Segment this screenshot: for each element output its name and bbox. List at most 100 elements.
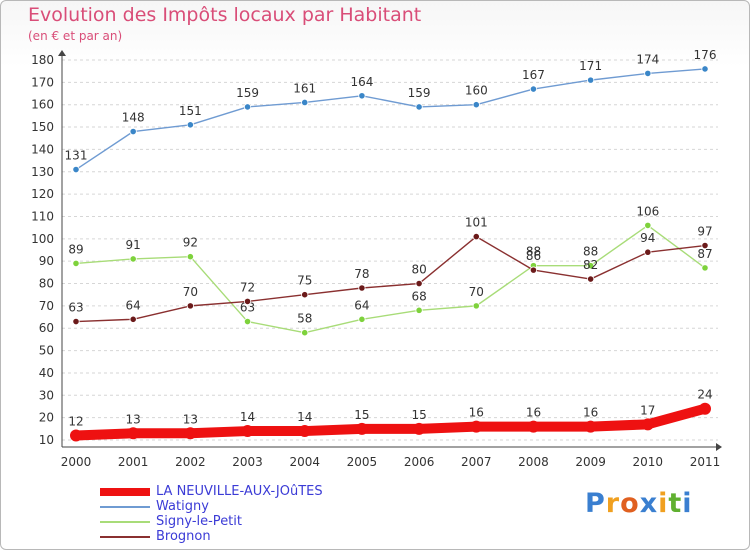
data-label: 16 [469,406,484,420]
data-label: 148 [122,111,145,125]
data-label: 64 [354,298,369,312]
data-label: 12 [68,415,83,429]
data-point [415,103,423,111]
data-label: 13 [183,412,198,426]
legend-item: Watigny [100,499,323,514]
logo-letter: i [682,488,693,519]
data-point [644,248,652,256]
data-label: 14 [240,410,255,424]
series-line [75,224,706,334]
data-point [129,127,137,136]
series-line [75,68,706,171]
legend-swatch [100,535,150,538]
data-point [529,266,538,274]
data-point [472,302,480,310]
y-tick-label: 50 [39,344,54,358]
logo-letter: i [658,488,669,519]
data-point [243,103,252,111]
legend-label: Brognon [156,529,211,544]
legend-swatch [100,487,150,496]
data-label: 80 [411,263,426,277]
y-tick-label: 140 [31,142,54,156]
data-label: 87 [697,247,712,261]
chart-title: Evolution des Impôts locaux par Habitant [28,4,422,26]
y-tick-label: 180 [31,53,54,67]
data-label: 86 [526,249,541,263]
data-label: 70 [469,285,484,299]
data-label: 97 [697,225,712,239]
data-point [72,317,80,326]
data-label: 75 [297,274,312,288]
legend-item: Brognon [100,529,323,544]
data-point [472,101,480,109]
data-label: 88 [526,245,541,259]
data-label: 176 [694,48,717,62]
data-point [129,255,137,263]
proxiti-logo: Proxiti [585,488,693,519]
data-label: 106 [636,204,659,218]
data-point [641,418,654,431]
data-point [587,262,595,270]
data-point [127,427,140,440]
chart-legend: LA NEUVILLE-AUX-JOûTES Watigny Signy-le-Pe… [100,484,323,544]
data-label: 167 [522,68,545,82]
y-tick-label: 130 [31,165,54,179]
y-tick-label: 100 [31,232,54,246]
data-label: 164 [350,75,373,89]
y-tick-label: 40 [39,366,54,380]
y-tick-label: 60 [39,321,54,335]
x-tick-label: 2011 [690,455,721,469]
x-tick-label: 2005 [347,455,378,469]
data-point [355,422,368,435]
y-tick-label: 30 [39,388,54,402]
data-label: 58 [297,312,312,326]
data-point [527,420,540,433]
data-point [644,221,652,230]
y-tick-label: 20 [39,411,54,425]
data-point [699,402,711,415]
data-label: 89 [68,242,83,256]
y-tick-label: 80 [39,277,54,291]
legend-item: Signy-le-Petit [100,514,323,529]
chart-subtitle: (en € et par an) [28,29,123,43]
x-tick-label: 2007 [461,455,492,469]
data-label: 82 [583,258,598,272]
data-point [587,76,595,84]
data-label: 16 [583,406,598,420]
data-point [415,279,423,288]
data-label: 63 [240,301,255,315]
data-point [72,165,80,174]
data-label: 91 [126,238,141,252]
data-point [701,65,709,73]
data-point [415,306,423,314]
y-axis-arrow [58,50,66,56]
data-point [243,317,252,326]
data-point [701,264,709,272]
data-point [413,422,426,435]
y-tick-label: 10 [39,433,54,447]
data-point [301,329,309,337]
data-point [701,241,709,250]
data-label: 13 [126,412,141,426]
data-point [358,284,366,292]
x-tick-label: 2004 [289,455,320,469]
series-line [71,403,710,441]
data-point [584,420,597,433]
data-label: 68 [411,289,426,303]
data-point [301,291,309,299]
data-label: 92 [183,236,198,250]
data-point [472,232,480,241]
data-point [241,425,254,438]
y-tick-label: 120 [31,187,54,201]
data-point [470,420,483,433]
x-tick-label: 2000 [61,455,92,469]
data-label: 72 [240,280,255,294]
data-point [70,429,82,442]
data-label: 131 [65,149,88,163]
data-point [72,259,80,268]
logo-letter: r [605,488,621,519]
legend-item: LA NEUVILLE-AUX-JOûTES [100,484,323,499]
data-point [186,302,194,310]
series-line [75,235,706,323]
legend-swatch [100,505,150,508]
